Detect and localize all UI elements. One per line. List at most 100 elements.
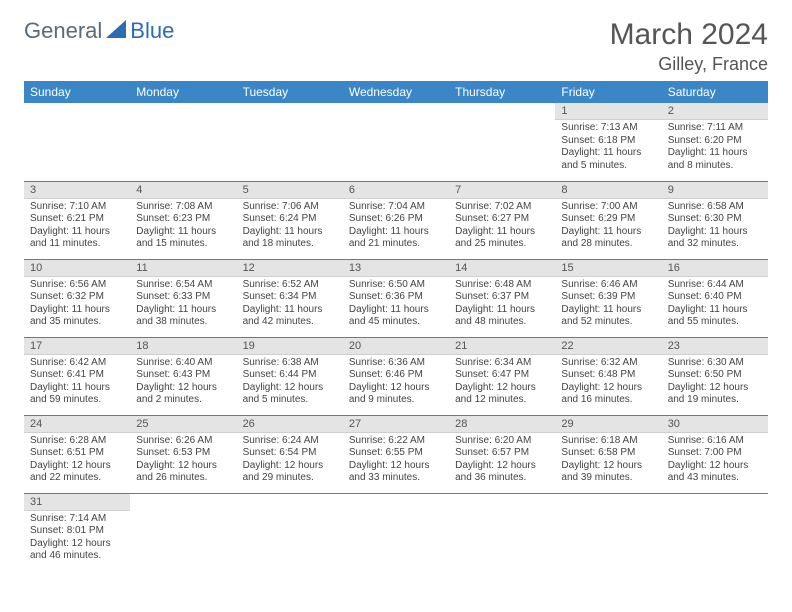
daylight-text: Daylight: 11 hours and 55 minutes.: [668, 304, 762, 329]
sunrise-text: Sunrise: 6:28 AM: [30, 435, 124, 448]
day-number: 2: [662, 103, 768, 120]
calendar-cell: 14Sunrise: 6:48 AMSunset: 6:37 PMDayligh…: [449, 259, 555, 337]
day-details: Sunrise: 6:38 AMSunset: 6:44 PMDaylight:…: [237, 355, 343, 411]
daylight-text: Daylight: 11 hours and 11 minutes.: [30, 226, 124, 251]
sunset-text: Sunset: 6:44 PM: [243, 369, 337, 382]
sunrise-text: Sunrise: 6:40 AM: [136, 357, 230, 370]
day-details: Sunrise: 7:13 AMSunset: 6:18 PMDaylight:…: [555, 120, 661, 176]
title-block: March 2024 Gilley, France: [610, 18, 768, 75]
calendar-cell: 11Sunrise: 6:54 AMSunset: 6:33 PMDayligh…: [130, 259, 236, 337]
day-details: Sunrise: 7:08 AMSunset: 6:23 PMDaylight:…: [130, 199, 236, 255]
daylight-text: Daylight: 12 hours and 29 minutes.: [243, 460, 337, 485]
calendar-week-row: 3Sunrise: 7:10 AMSunset: 6:21 PMDaylight…: [24, 181, 768, 259]
calendar-cell: [343, 493, 449, 571]
day-details: Sunrise: 6:24 AMSunset: 6:54 PMDaylight:…: [237, 433, 343, 489]
sunrise-text: Sunrise: 7:04 AM: [349, 201, 443, 214]
day-number: 13: [343, 260, 449, 277]
calendar-week-row: 31Sunrise: 7:14 AMSunset: 8:01 PMDayligh…: [24, 493, 768, 571]
day-number: [130, 494, 236, 498]
sunrise-text: Sunrise: 6:20 AM: [455, 435, 549, 448]
day-number: 16: [662, 260, 768, 277]
daylight-text: Daylight: 11 hours and 38 minutes.: [136, 304, 230, 329]
calendar-cell: 13Sunrise: 6:50 AMSunset: 6:36 PMDayligh…: [343, 259, 449, 337]
sunset-text: Sunset: 6:55 PM: [349, 447, 443, 460]
sunrise-text: Sunrise: 6:54 AM: [136, 279, 230, 292]
day-number: [237, 494, 343, 498]
day-details: Sunrise: 7:11 AMSunset: 6:20 PMDaylight:…: [662, 120, 768, 176]
sunset-text: Sunset: 6:37 PM: [455, 291, 549, 304]
day-details: Sunrise: 6:46 AMSunset: 6:39 PMDaylight:…: [555, 277, 661, 333]
day-number: 4: [130, 182, 236, 199]
daylight-text: Daylight: 11 hours and 52 minutes.: [561, 304, 655, 329]
day-details: Sunrise: 6:42 AMSunset: 6:41 PMDaylight:…: [24, 355, 130, 411]
calendar-cell: 31Sunrise: 7:14 AMSunset: 8:01 PMDayligh…: [24, 493, 130, 571]
day-details: Sunrise: 6:56 AMSunset: 6:32 PMDaylight:…: [24, 277, 130, 333]
sunset-text: Sunset: 6:51 PM: [30, 447, 124, 460]
daylight-text: Daylight: 12 hours and 9 minutes.: [349, 382, 443, 407]
daylight-text: Daylight: 11 hours and 59 minutes.: [30, 382, 124, 407]
daylight-text: Daylight: 11 hours and 5 minutes.: [561, 147, 655, 172]
sunrise-text: Sunrise: 7:02 AM: [455, 201, 549, 214]
sunset-text: Sunset: 6:58 PM: [561, 447, 655, 460]
sunset-text: Sunset: 6:18 PM: [561, 135, 655, 148]
day-details: Sunrise: 6:54 AMSunset: 6:33 PMDaylight:…: [130, 277, 236, 333]
logo-text-2: Blue: [130, 18, 174, 44]
calendar-cell: 23Sunrise: 6:30 AMSunset: 6:50 PMDayligh…: [662, 337, 768, 415]
day-number: [662, 494, 768, 498]
sunset-text: Sunset: 6:36 PM: [349, 291, 443, 304]
day-number: 31: [24, 494, 130, 511]
sunset-text: Sunset: 6:23 PM: [136, 213, 230, 226]
daylight-text: Daylight: 12 hours and 26 minutes.: [136, 460, 230, 485]
day-number: 24: [24, 416, 130, 433]
sunrise-text: Sunrise: 7:14 AM: [30, 513, 124, 526]
sunrise-text: Sunrise: 6:52 AM: [243, 279, 337, 292]
sunset-text: Sunset: 6:48 PM: [561, 369, 655, 382]
calendar-cell: 28Sunrise: 6:20 AMSunset: 6:57 PMDayligh…: [449, 415, 555, 493]
sunrise-text: Sunrise: 7:00 AM: [561, 201, 655, 214]
sunrise-text: Sunrise: 6:26 AM: [136, 435, 230, 448]
calendar-week-row: 10Sunrise: 6:56 AMSunset: 6:32 PMDayligh…: [24, 259, 768, 337]
day-number: 3: [24, 182, 130, 199]
daylight-text: Daylight: 12 hours and 16 minutes.: [561, 382, 655, 407]
day-number: 26: [237, 416, 343, 433]
sunset-text: Sunset: 6:43 PM: [136, 369, 230, 382]
sunrise-text: Sunrise: 6:58 AM: [668, 201, 762, 214]
daylight-text: Daylight: 12 hours and 22 minutes.: [30, 460, 124, 485]
sunset-text: Sunset: 6:20 PM: [668, 135, 762, 148]
sunrise-text: Sunrise: 7:06 AM: [243, 201, 337, 214]
weekday-header: Tuesday: [237, 81, 343, 103]
calendar-cell: 2Sunrise: 7:11 AMSunset: 6:20 PMDaylight…: [662, 103, 768, 181]
day-details: Sunrise: 7:04 AMSunset: 6:26 PMDaylight:…: [343, 199, 449, 255]
day-details: Sunrise: 7:06 AMSunset: 6:24 PMDaylight:…: [237, 199, 343, 255]
day-details: Sunrise: 6:22 AMSunset: 6:55 PMDaylight:…: [343, 433, 449, 489]
calendar-cell: [449, 103, 555, 181]
calendar-cell: 24 Sunrise: 6:28 AMSunset: 6:51 PMDayligh…: [24, 415, 130, 493]
day-details: Sunrise: 6:40 AMSunset: 6:43 PMDaylight:…: [130, 355, 236, 411]
sunset-text: Sunset: 6:46 PM: [349, 369, 443, 382]
weekday-header: Friday: [555, 81, 661, 103]
sunset-text: Sunset: 6:33 PM: [136, 291, 230, 304]
day-number: 8: [555, 182, 661, 199]
calendar-cell: [130, 103, 236, 181]
day-details: Sunrise: 6:52 AMSunset: 6:34 PMDaylight:…: [237, 277, 343, 333]
sunrise-text: Sunrise: 6:30 AM: [668, 357, 762, 370]
sunrise-text: Sunrise: 6:34 AM: [455, 357, 549, 370]
calendar-cell: 15Sunrise: 6:46 AMSunset: 6:39 PMDayligh…: [555, 259, 661, 337]
day-details: Sunrise: 6:48 AMSunset: 6:37 PMDaylight:…: [449, 277, 555, 333]
calendar-cell: [24, 103, 130, 181]
day-number: 12: [237, 260, 343, 277]
sunrise-text: Sunrise: 6:16 AM: [668, 435, 762, 448]
daylight-text: Daylight: 11 hours and 48 minutes.: [455, 304, 549, 329]
daylight-text: Daylight: 11 hours and 45 minutes.: [349, 304, 443, 329]
sunset-text: Sunset: 6:26 PM: [349, 213, 443, 226]
day-number: 9: [662, 182, 768, 199]
day-number: [449, 494, 555, 498]
sunrise-text: Sunrise: 6:56 AM: [30, 279, 124, 292]
calendar-table: Sunday Monday Tuesday Wednesday Thursday…: [24, 81, 768, 571]
day-details: Sunrise: 7:00 AMSunset: 6:29 PMDaylight:…: [555, 199, 661, 255]
sunset-text: Sunset: 7:00 PM: [668, 447, 762, 460]
calendar-cell: 22Sunrise: 6:32 AMSunset: 6:48 PMDayligh…: [555, 337, 661, 415]
day-number: 1: [555, 103, 661, 120]
weekday-header: Monday: [130, 81, 236, 103]
day-number: 28: [449, 416, 555, 433]
